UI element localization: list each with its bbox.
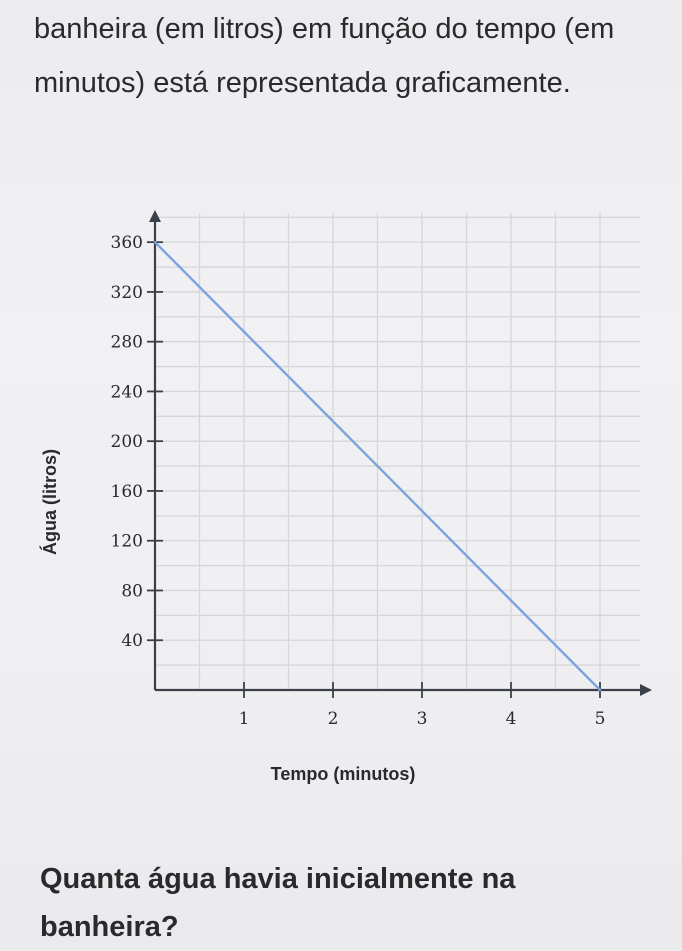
chart-grid (155, 213, 640, 690)
question-text: Quanta água havia inicialmente na banhei… (40, 863, 516, 943)
chart-series (153, 240, 602, 692)
x-tick-label: 1 (239, 709, 250, 729)
y-tick-label: 120 (111, 532, 143, 552)
y-tick-label: 240 (111, 382, 143, 402)
chart-ticks: 1 2 3 4 5 40 80 120 160 200 240 280 320 360 (111, 233, 606, 729)
intro-text: banheira (em litros) em função do tempo … (34, 13, 615, 99)
y-tick-label: 320 (111, 283, 143, 303)
x-tick-label: 3 (417, 709, 428, 729)
y-tick-label: 360 (111, 233, 143, 253)
x-tick-label: 5 (595, 709, 606, 729)
y-axis-title: Água (litros) (39, 449, 60, 555)
y-tick-label: 280 (111, 333, 143, 353)
x-tick-label: 4 (506, 709, 517, 729)
line-chart: 1 2 3 4 5 40 80 120 160 200 240 280 320 360 Tempo (mi… (39, 210, 652, 784)
y-axis-arrow (149, 210, 161, 222)
y-tick-label: 40 (121, 631, 143, 651)
x-tick-label: 2 (328, 709, 339, 729)
series-line (153, 240, 602, 692)
x-axis-arrow (640, 684, 652, 696)
y-tick-label: 80 (121, 581, 143, 601)
x-axis-title: Tempo (minutos) (271, 764, 416, 784)
y-tick-label: 200 (111, 432, 143, 452)
y-tick-label: 160 (111, 482, 143, 502)
chart-axes (149, 210, 652, 696)
